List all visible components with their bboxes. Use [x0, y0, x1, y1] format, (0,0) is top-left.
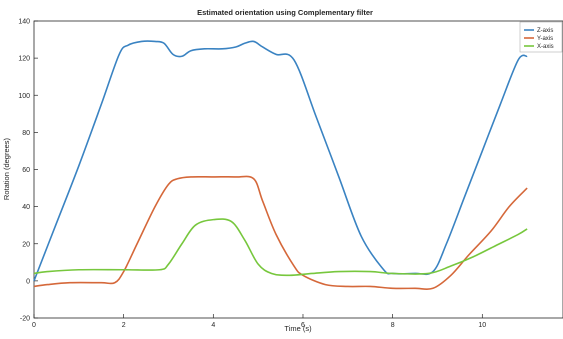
y-tick-label: 120	[18, 56, 30, 63]
y-tick-label: 40	[22, 204, 30, 211]
y-tick-label: 20	[22, 241, 30, 248]
x-tick-label: 2	[122, 322, 126, 329]
x-tick-label: 4	[211, 322, 215, 329]
x-tick-label: 6	[301, 322, 305, 329]
chart-title: Estimated orientation using Complementar…	[197, 8, 373, 17]
x-tick-label: 10	[478, 322, 486, 329]
y-axis-label: Rotation (degrees)	[2, 137, 11, 200]
series-line-x-axis	[33, 218, 528, 277]
legend-label-y: Y-axis	[537, 36, 553, 42]
y-tick-label: 60	[22, 167, 30, 174]
legend-box	[519, 21, 563, 53]
series-lines	[33, 40, 528, 291]
legend: Z-axis Y-axis X-axis	[519, 21, 563, 53]
y-tick-label: 80	[22, 130, 30, 137]
y-tick-label: 0	[26, 278, 30, 285]
y-tick-label: 100	[18, 93, 30, 100]
legend-label-z: Z-axis	[537, 28, 553, 34]
x-axis-label: Time (s)	[284, 324, 312, 333]
y-tick-label: 140	[18, 19, 30, 26]
x-tick-label: 0	[32, 322, 36, 329]
x-tick-label: 8	[391, 322, 395, 329]
legend-label-x: X-axis	[537, 44, 554, 50]
plot-area	[33, 20, 563, 319]
series-line-y-axis	[33, 175, 528, 291]
series-line-z-axis	[33, 40, 528, 282]
y-tick-label: -20	[20, 316, 30, 323]
